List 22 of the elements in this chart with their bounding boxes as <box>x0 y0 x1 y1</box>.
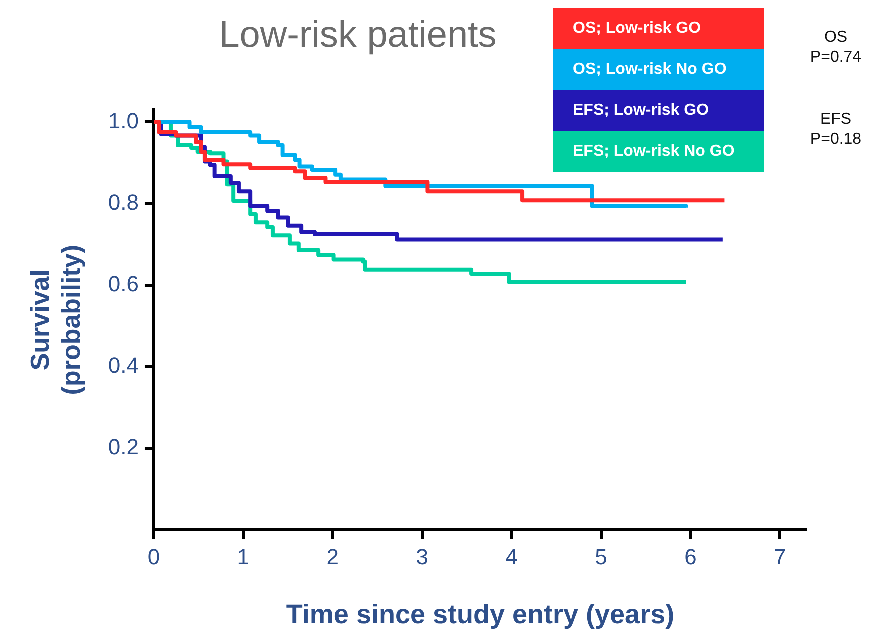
text: OS P=0.74 <box>809 28 863 68</box>
x-tick-label: 2 <box>326 544 340 570</box>
x-tick-label: 0 <box>148 544 160 570</box>
x-axis-title: Time since study entry (years) <box>286 599 675 630</box>
x-tick-label: 3 <box>416 544 428 570</box>
x-tick-label: 5 <box>595 544 608 570</box>
x-tick-label: 4 <box>506 544 518 570</box>
text: EFS; Low-risk GO <box>553 90 764 131</box>
y-tick-label: 0.4 <box>108 353 139 378</box>
chart-title: Low-risk patients <box>219 14 497 55</box>
text: OS; Low-risk No GO <box>553 49 764 90</box>
x-tick-label: 7 <box>774 544 786 570</box>
y-tick-label: 0.2 <box>108 434 139 460</box>
y-tick-label: 0.8 <box>108 190 139 215</box>
x-tick-label: 1 <box>237 544 250 570</box>
text: EFS P=0.18 <box>809 110 863 150</box>
x-tick-label: 6 <box>684 544 697 570</box>
text: OS; Low-risk GO <box>553 8 764 49</box>
y-tick-label: 0.6 <box>108 271 139 296</box>
y-axis-title: Survival (probability) <box>24 244 86 396</box>
text: EFS; Low-risk No GO <box>553 131 764 172</box>
y-tick-label: 1.0 <box>108 108 139 134</box>
